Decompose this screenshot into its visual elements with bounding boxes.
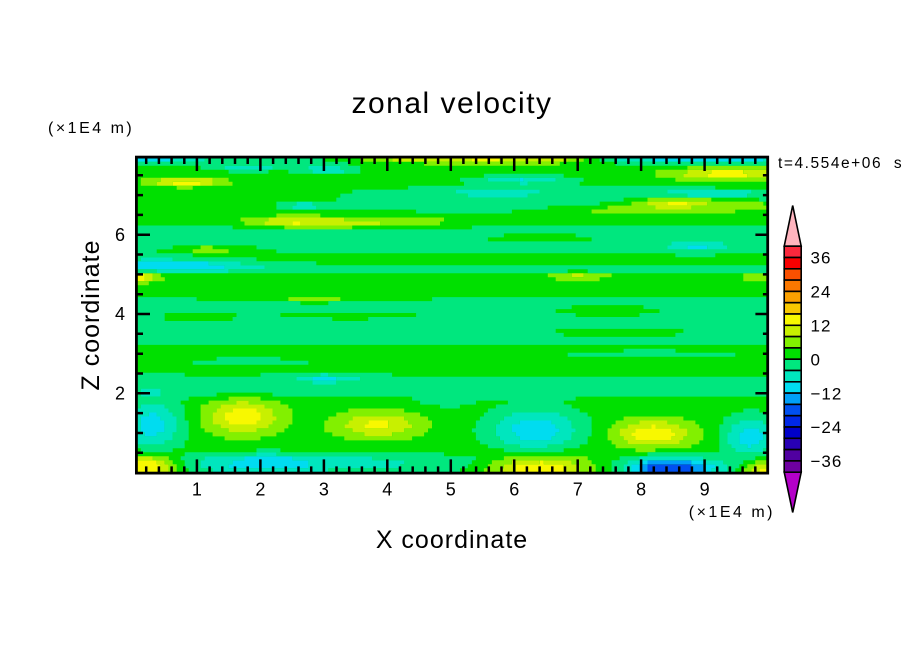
svg-text:−12: −12 bbox=[811, 384, 843, 403]
svg-text:−36: −36 bbox=[811, 452, 843, 471]
svg-text:24: 24 bbox=[811, 283, 832, 302]
svg-text:8: 8 bbox=[636, 480, 646, 500]
svg-text:X coordinate: X coordinate bbox=[376, 526, 528, 554]
svg-text:t=4.554e+06 s: t=4.554e+06 s bbox=[778, 155, 903, 172]
svg-text:Z coordinate: Z coordinate bbox=[77, 240, 105, 391]
svg-text:6: 6 bbox=[115, 225, 125, 245]
svg-text:4: 4 bbox=[115, 304, 125, 324]
svg-text:3: 3 bbox=[319, 480, 329, 500]
svg-text:(×1E4 m): (×1E4 m) bbox=[48, 120, 134, 137]
svg-text:0: 0 bbox=[811, 350, 821, 369]
svg-text:1: 1 bbox=[192, 480, 202, 500]
svg-text:zonal velocity: zonal velocity bbox=[351, 87, 552, 120]
svg-text:7: 7 bbox=[573, 480, 583, 500]
svg-text:12: 12 bbox=[811, 317, 832, 336]
svg-text:9: 9 bbox=[700, 480, 710, 500]
svg-text:2: 2 bbox=[115, 384, 125, 404]
svg-text:6: 6 bbox=[509, 480, 519, 500]
svg-text:4: 4 bbox=[382, 480, 392, 500]
svg-text:(×1E4 m): (×1E4 m) bbox=[689, 504, 775, 521]
svg-text:−24: −24 bbox=[811, 418, 843, 437]
svg-text:36: 36 bbox=[811, 249, 832, 268]
svg-text:2: 2 bbox=[255, 480, 265, 500]
svg-text:5: 5 bbox=[446, 480, 456, 500]
